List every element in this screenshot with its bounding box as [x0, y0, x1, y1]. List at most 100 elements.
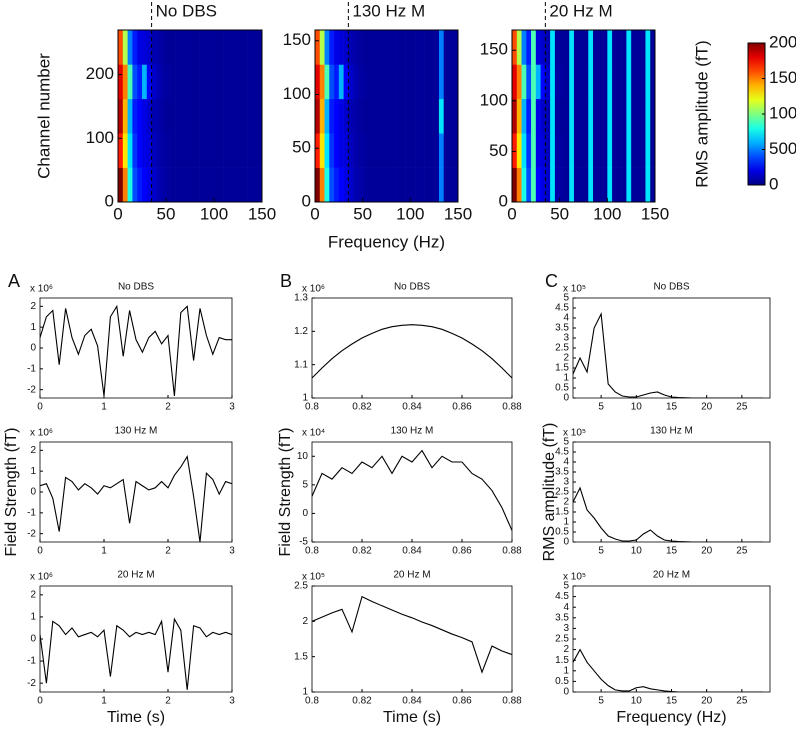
heat-cell — [161, 133, 167, 168]
multiplier: x 10⁵ — [563, 284, 586, 295]
heat-cell — [329, 64, 335, 100]
heat-cell — [531, 64, 537, 100]
y-tick-label: -1 — [27, 507, 36, 518]
heat-cell — [631, 30, 637, 65]
heat-cell — [635, 30, 641, 65]
y-tick-label: 2.5 — [555, 487, 569, 498]
line — [312, 324, 512, 379]
heat-cell — [146, 133, 152, 168]
x-tick-label: 5 — [598, 696, 604, 707]
heat-cell — [122, 133, 128, 168]
heat-cell — [564, 98, 570, 134]
y-tick-label: 2.5 — [555, 343, 569, 354]
heat-cell — [137, 133, 143, 168]
heat-cell — [319, 133, 325, 168]
panel-letter: C — [545, 271, 558, 291]
heat-cell — [146, 30, 152, 65]
heat-cell — [631, 98, 637, 134]
heat-cell — [324, 98, 330, 134]
heat-cell — [535, 30, 541, 65]
heat-cell — [362, 133, 368, 168]
heat-cell — [175, 98, 181, 134]
x-tick-label: 1 — [101, 402, 107, 413]
heat-cell — [410, 98, 416, 134]
heat-cell — [616, 133, 622, 168]
heat-cell — [438, 98, 444, 134]
heat-cell — [190, 64, 196, 100]
heat-cell — [535, 64, 541, 100]
x-tick-label: 2 — [165, 546, 171, 557]
heat-cell — [190, 167, 196, 203]
heat-cell — [194, 64, 200, 100]
heat-cell — [626, 98, 632, 134]
heat-cell — [233, 64, 239, 100]
heat-cell — [185, 64, 191, 100]
heat-cell — [247, 30, 253, 65]
y-tick-label: 0 — [499, 191, 508, 210]
multiplier: x 10⁵ — [563, 572, 586, 583]
heat-cell — [137, 30, 143, 65]
heat-cell — [516, 98, 522, 134]
heat-cell — [631, 133, 637, 168]
heat-cell — [621, 133, 627, 168]
heat-cell — [578, 30, 584, 65]
heat-cell — [597, 64, 603, 100]
heat-cell — [521, 133, 527, 168]
heat-cell — [338, 98, 344, 134]
heat-cell — [516, 167, 522, 203]
heat-cell — [588, 64, 594, 100]
heat-cell — [180, 133, 186, 168]
heat-cell — [376, 167, 383, 203]
heat-cell — [554, 30, 560, 65]
heat-cell — [118, 133, 124, 168]
y-tick-label: -2 — [27, 678, 36, 689]
heat-cell — [550, 98, 556, 134]
heat-cell — [348, 30, 354, 65]
y-tick-label: 1.5 — [294, 651, 308, 662]
colorbar-tick-label: 0 — [769, 174, 778, 193]
heat-cell — [209, 98, 215, 134]
heat-cell — [367, 167, 373, 203]
heat-cell — [156, 64, 162, 100]
x-tick-label: 3 — [229, 696, 235, 707]
heat-cell — [315, 167, 321, 203]
heat-cell — [247, 98, 253, 134]
y-tick-label: 2 — [30, 445, 36, 456]
y-tick-label: 2 — [563, 644, 569, 655]
y-tick-label: 1 — [30, 466, 36, 477]
heat-cell — [228, 98, 234, 134]
x-tick-label: 20 — [701, 546, 713, 557]
x-tick-label: 25 — [736, 546, 748, 557]
heat-cell — [324, 64, 330, 100]
heat-cell — [424, 167, 430, 203]
heat-cell — [434, 167, 440, 203]
heat-cell — [593, 167, 599, 203]
heat-cell — [146, 64, 152, 100]
heat-cell — [621, 167, 627, 203]
heat-cell — [415, 98, 421, 134]
y-tick-label: 3 — [563, 477, 569, 488]
heat-cell — [645, 64, 651, 100]
heat-cell — [640, 64, 646, 100]
heat-cell — [434, 133, 440, 168]
heat-cell — [218, 98, 224, 134]
heat-cell — [405, 167, 411, 203]
plot-frame — [39, 585, 233, 693]
y-tick-label: 2.5 — [555, 634, 569, 645]
panel-letter: B — [280, 271, 292, 291]
heat-cell — [612, 30, 618, 65]
y-tick-label: 100 — [86, 128, 114, 147]
x-tick-label: 0.84 — [402, 402, 422, 413]
x-tick-label: 0 — [37, 402, 43, 413]
heat-cell — [386, 64, 392, 100]
heat-cell — [453, 167, 459, 203]
heat-cell — [242, 167, 248, 203]
heat-cell — [233, 98, 239, 134]
x-tick-label: 2 — [165, 402, 171, 413]
heat-cell — [329, 98, 335, 134]
x-axis-label: Time (s) — [107, 709, 165, 726]
heat-cell — [247, 167, 253, 203]
heat-cell — [343, 98, 349, 134]
y-tick-label: 1 — [302, 687, 308, 698]
